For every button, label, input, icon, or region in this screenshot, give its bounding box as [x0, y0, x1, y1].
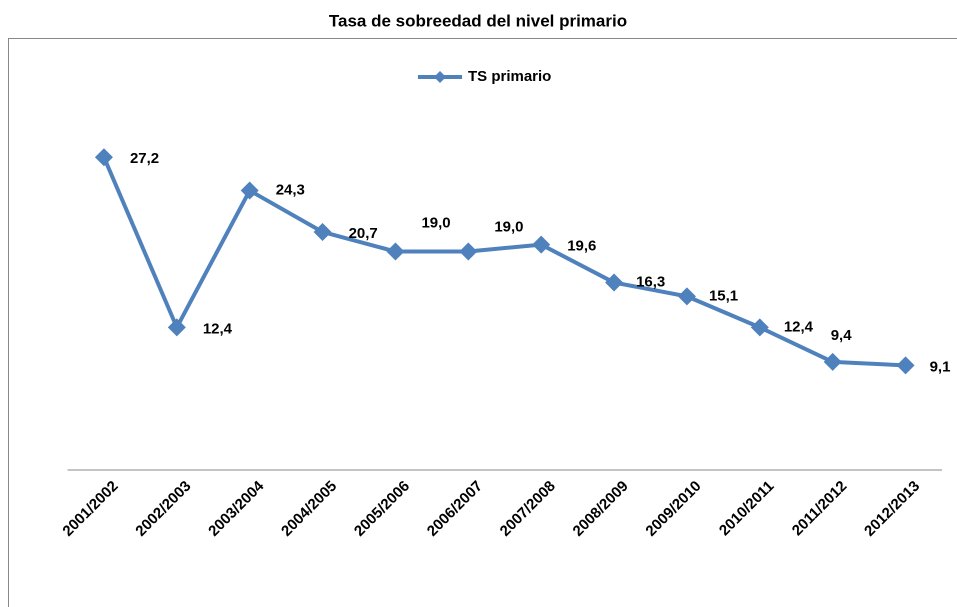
x-tick-label: 2008/2009	[570, 478, 632, 540]
marker	[167, 318, 186, 337]
x-tick-label: 2004/2005	[278, 478, 340, 540]
marker	[823, 352, 842, 371]
x-tick-label: 2012/2013	[861, 478, 923, 540]
x-tick-label: 2011/2012	[789, 478, 851, 540]
x-tick-label: 2007/2008	[497, 478, 559, 540]
marker	[94, 148, 113, 167]
data-label: 19,0	[494, 218, 523, 235]
data-label: 16,3	[636, 274, 665, 291]
marker	[750, 318, 769, 337]
x-tick-label: 2005/2006	[351, 478, 413, 540]
x-tick-label: 2003/2004	[205, 477, 268, 540]
legend-label: TS primario	[468, 68, 551, 85]
data-label: 9,4	[831, 327, 853, 344]
marker	[459, 242, 478, 261]
marker	[386, 242, 405, 261]
data-label: 12,4	[203, 320, 233, 337]
data-label: 20,7	[349, 225, 378, 242]
marker	[605, 273, 624, 292]
data-label: 12,4	[784, 318, 814, 335]
data-label: 9,1	[930, 358, 951, 375]
x-tick-label: 2010/2011	[716, 478, 778, 540]
data-label: 27,2	[130, 150, 159, 167]
x-tick-label: 2001/2002	[59, 478, 121, 540]
marker	[240, 181, 259, 200]
x-tick-label: 2002/2003	[132, 478, 194, 540]
data-label: 19,0	[421, 214, 450, 231]
data-label: 15,1	[709, 287, 738, 304]
marker	[313, 222, 332, 241]
chart-border	[8, 38, 957, 607]
data-label: 24,3	[276, 182, 305, 199]
marker	[532, 235, 551, 254]
x-tick-label: 2009/2010	[642, 478, 704, 540]
x-tick-label: 2006/2007	[424, 478, 486, 540]
line	[102, 156, 906, 368]
marker	[677, 287, 696, 306]
legend-marker	[434, 71, 446, 83]
data-label: 19,6	[567, 238, 596, 255]
chart-title: Tasa de sobreedad del nivel primario	[329, 11, 627, 30]
marker	[896, 356, 915, 375]
